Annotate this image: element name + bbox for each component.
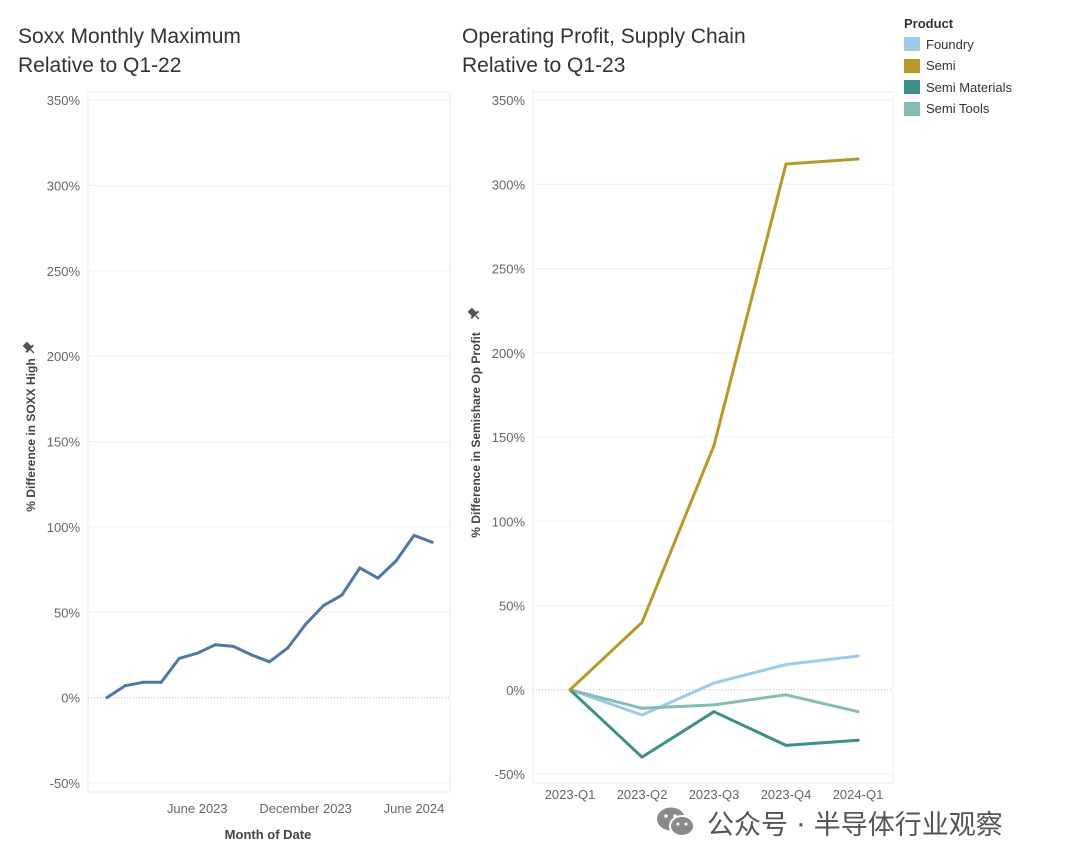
right-x-tick-label: 2023-Q3 xyxy=(689,787,740,802)
left-y-tick-label: 0% xyxy=(61,691,80,706)
right-y-tick-label: 350% xyxy=(492,93,526,108)
left-series-line-soxx xyxy=(105,533,434,700)
legend-item[interactable]: Foundry xyxy=(904,35,974,53)
right-data-point-semi-tools xyxy=(784,693,788,697)
right-data-point-foundry xyxy=(856,654,860,658)
right-data-point-semi-materials xyxy=(784,743,788,747)
legend-label: Semi Materials xyxy=(926,79,1012,95)
right-y-tick-label: 0% xyxy=(506,683,525,698)
left-data-point xyxy=(249,653,253,657)
left-data-point xyxy=(322,603,326,607)
left-x-tick-label: December 2023 xyxy=(259,801,352,816)
right-y-axis-title: % Difference in Semishare Op Profit xyxy=(469,332,483,537)
right-chart-title-line2: Relative to Q1-23 xyxy=(462,54,626,77)
pin-icon-needle xyxy=(29,348,35,354)
left-y-tick-label: 300% xyxy=(47,178,81,193)
left-x-axis-title: Month of Date xyxy=(225,827,312,842)
right-chart: 350% 300% 250% 200% 150% 100% 50% 0% -50% 2023-Q1… xyxy=(467,91,894,802)
right-data-point-semi xyxy=(784,162,788,166)
legend-swatch xyxy=(904,37,920,51)
right-y-tick-label: 50% xyxy=(499,599,525,614)
right-data-point-semi-tools xyxy=(856,710,860,714)
left-y-tick-label: 50% xyxy=(54,605,80,620)
left-y-tick-label: 100% xyxy=(47,520,81,535)
left-data-point xyxy=(123,684,127,688)
left-y-tick-label: -50% xyxy=(50,776,81,791)
left-data-point xyxy=(268,660,272,664)
left-data-point xyxy=(105,696,109,700)
right-y-tick-label: 250% xyxy=(492,262,526,277)
right-chart-title-line1: Operating Profit, Supply Chain xyxy=(462,25,746,48)
legend-label: Foundry xyxy=(926,36,974,52)
left-data-point xyxy=(430,540,434,544)
right-data-point-foundry xyxy=(784,662,788,666)
right-data-point-semi xyxy=(856,157,860,161)
left-data-point xyxy=(412,533,416,537)
left-y-axis-title: % Difference in SOXX High xyxy=(24,358,38,511)
right-y-tick-label: 300% xyxy=(492,177,526,192)
pin-icon-needle xyxy=(474,314,480,320)
left-y-tick-label: 200% xyxy=(47,349,81,364)
right-data-point-semi xyxy=(712,443,716,447)
legend-swatch xyxy=(904,101,920,116)
right-data-point-semi-materials xyxy=(856,738,860,742)
legend-item[interactable]: Semi xyxy=(904,57,956,75)
watermark: 公众号 · 半导体行业观察 xyxy=(655,804,1003,841)
left-chart-title: Soxx Monthly Maximum Relative to Q1-22 xyxy=(18,22,241,80)
left-y-tick-label: 350% xyxy=(47,93,81,108)
watermark-text: 公众号 · 半导体行业观察 xyxy=(707,809,1003,841)
right-x-tick-label: 2024-Q1 xyxy=(833,787,884,802)
left-chart-title-line1: Soxx Monthly Maximum xyxy=(18,25,241,48)
right-data-point-semi-materials xyxy=(712,710,716,714)
right-series-line-semi xyxy=(568,157,860,692)
right-data-point-semi-tools xyxy=(712,703,716,707)
right-data-point-semi xyxy=(568,688,572,692)
left-y-tick-label: 250% xyxy=(47,264,81,279)
left-data-point xyxy=(340,593,344,597)
left-x-tick-label: June 2024 xyxy=(384,801,445,816)
right-y-tick-label: 200% xyxy=(492,346,526,361)
pin-icon xyxy=(22,341,35,354)
right-y-tick-label: 100% xyxy=(492,514,526,529)
left-data-point xyxy=(394,559,398,563)
right-data-point-semi xyxy=(640,620,644,624)
left-data-point xyxy=(376,576,380,580)
right-series-line-semi-tools xyxy=(568,688,860,714)
pin-icon xyxy=(467,307,480,320)
right-y-tick-label: 150% xyxy=(492,430,526,445)
left-data-point xyxy=(141,680,145,684)
right-x-tick-label: 2023-Q1 xyxy=(545,787,596,802)
legend-swatch xyxy=(904,58,920,73)
legend-item[interactable]: Semi Tools xyxy=(904,100,989,118)
left-data-point xyxy=(304,622,308,626)
legend-label: Semi xyxy=(926,58,956,73)
left-chart: 350% 300% 250% 200% 150% 100% 50% 0% -50% June 20… xyxy=(22,91,451,842)
legend-label: Semi Tools xyxy=(926,101,990,116)
right-data-point-foundry xyxy=(640,713,644,717)
wechat-icon xyxy=(657,807,695,837)
left-data-point xyxy=(159,680,163,684)
pin-icon-bar xyxy=(25,344,34,353)
left-chart-title-line2: Relative to Q1-22 xyxy=(18,54,182,77)
right-x-tick-label: 2023-Q4 xyxy=(761,787,812,802)
right-data-point-semi-materials xyxy=(640,755,644,759)
legend-item[interactable]: Semi Materials xyxy=(904,78,1012,96)
right-data-point-foundry xyxy=(712,681,716,685)
legend-swatch xyxy=(904,80,920,94)
left-data-point xyxy=(195,651,199,655)
left-data-point xyxy=(213,643,217,647)
right-data-point-semi-tools xyxy=(640,706,644,710)
right-chart-title: Operating Profit, Supply Chain Relative … xyxy=(462,22,746,80)
right-y-tick-label: -50% xyxy=(495,767,526,782)
left-x-tick-label: June 2023 xyxy=(167,801,228,816)
left-y-tick-label: 150% xyxy=(47,435,81,450)
legend-title: Product xyxy=(904,16,954,31)
right-x-tick-label: 2023-Q2 xyxy=(617,787,668,802)
left-data-point xyxy=(177,656,181,660)
pin-icon-bar xyxy=(470,310,479,319)
left-data-point xyxy=(231,644,235,648)
left-data-point xyxy=(358,566,362,570)
left-data-point xyxy=(286,646,290,650)
